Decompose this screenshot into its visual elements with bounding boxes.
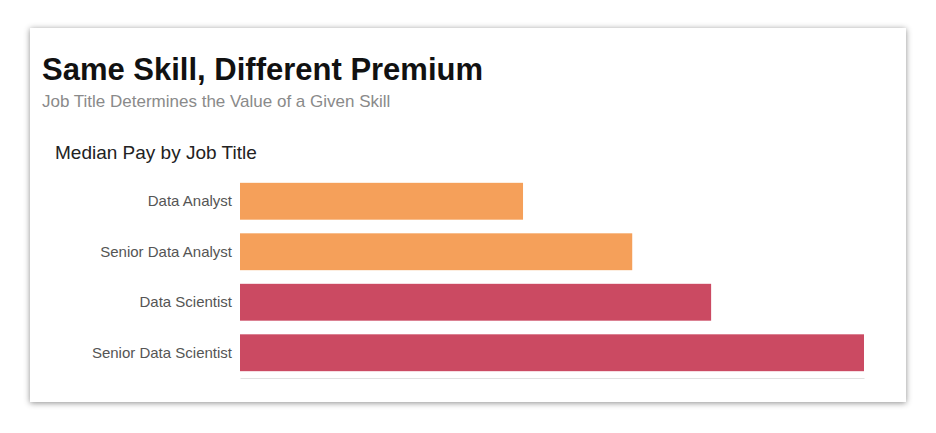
tick: Data Analyst bbox=[148, 192, 233, 209]
axis-line bbox=[241, 378, 865, 379]
bar bbox=[240, 183, 523, 220]
tick-label: Data Analyst bbox=[148, 192, 233, 209]
tick: Senior Data Scientist bbox=[92, 344, 233, 361]
tick-label: Senior Data Scientist bbox=[92, 344, 233, 361]
bar bbox=[240, 233, 632, 270]
plot-title: Median Pay by Job Title bbox=[55, 142, 257, 163]
subtitle: Job Title Determines the Value of a Give… bbox=[42, 92, 390, 111]
y-axis: Data Analyst Senior Data Analyst Data Scie… bbox=[92, 192, 233, 360]
chart: Same Skill, Different Premium Job Title D… bbox=[0, 0, 936, 433]
title: Same Skill, Different Premium bbox=[42, 52, 483, 87]
tick-label: Data Scientist bbox=[139, 293, 232, 310]
bar bbox=[240, 284, 711, 321]
tick: Data Scientist bbox=[139, 293, 232, 310]
tick-label: Senior Data Analyst bbox=[100, 243, 233, 260]
bar bbox=[240, 334, 864, 371]
x-axis bbox=[241, 378, 865, 379]
bars bbox=[240, 183, 864, 371]
tick: Senior Data Analyst bbox=[100, 243, 233, 260]
